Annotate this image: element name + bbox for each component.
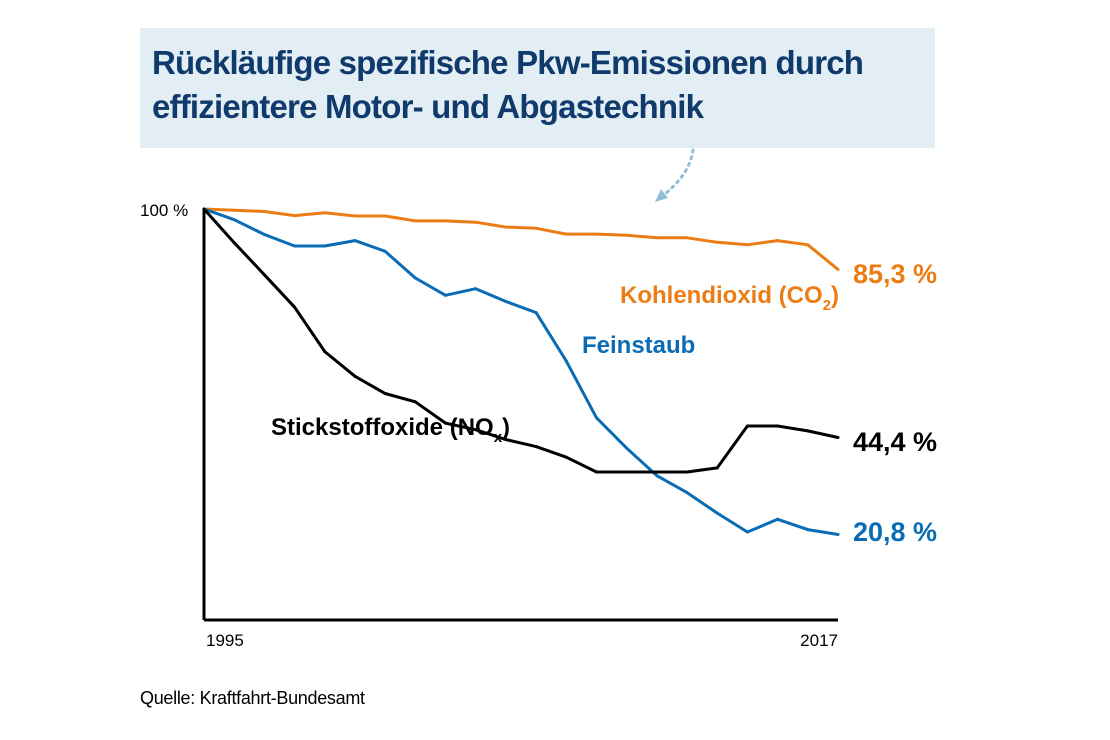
end-value-nox: 44,4 %	[853, 427, 937, 457]
data-point-nox-3	[293, 305, 297, 309]
data-point-co2-1	[232, 208, 236, 212]
data-point-pm-5	[353, 239, 357, 243]
data-point-pm-20	[806, 528, 810, 532]
data-point-pm-12	[564, 359, 568, 363]
data-point-nox-5	[353, 374, 357, 378]
data-point-nox-14	[625, 470, 629, 474]
data-point-pm-10	[504, 300, 508, 303]
data-point-co2-14	[625, 233, 629, 237]
data-point-nox-6	[383, 392, 387, 395]
data-point-nox-4	[323, 350, 327, 354]
data-point-co2-13	[595, 232, 598, 236]
data-point-co2-12	[564, 232, 568, 236]
data-point-co2-4	[323, 211, 327, 215]
data-point-pm-6	[383, 249, 387, 253]
data-point-nox-0	[202, 207, 206, 211]
data-point-co2-11	[534, 226, 538, 230]
data-point-co2-10	[504, 225, 508, 229]
data-point-pm-1	[232, 218, 236, 222]
data-point-co2-8	[444, 219, 447, 223]
x-tick-label-end: 2017	[800, 631, 838, 650]
chart-title-line-2: effizientere Motor- und Abgastechnik	[152, 88, 704, 125]
data-point-nox-12	[564, 455, 568, 459]
data-point-co2-19	[776, 239, 780, 243]
data-point-pm-16	[685, 491, 689, 495]
data-point-nox-19	[776, 424, 780, 428]
data-point-nox-20	[806, 429, 810, 433]
data-point-co2-20	[806, 243, 810, 247]
data-point-pm-4	[323, 244, 327, 248]
end-value-pm: 20,8 %	[853, 517, 937, 547]
data-point-pm-2	[262, 233, 266, 236]
data-point-nox-8	[444, 421, 447, 425]
data-point-pm-13	[595, 416, 598, 420]
end-value-co2: 85,3 %	[853, 259, 937, 289]
data-point-co2-2	[262, 210, 266, 213]
data-point-co2-18	[745, 243, 749, 247]
data-point-co2-9	[474, 220, 478, 224]
data-point-co2-7	[413, 219, 417, 223]
data-point-nox-15	[655, 470, 659, 474]
data-point-pm-14	[625, 446, 629, 450]
data-point-nox-21	[836, 436, 840, 439]
x-tick-label-start: 1995	[206, 631, 244, 650]
data-point-co2-6	[383, 214, 387, 218]
series-line-pm	[203, 207, 839, 536]
series-line-nox	[202, 207, 839, 474]
data-point-co2-5	[353, 214, 357, 218]
data-point-co2-16	[685, 236, 689, 240]
data-point-co2-15	[655, 236, 659, 240]
data-point-nox-17	[715, 466, 719, 470]
chart-title-line-1: Rückläufige spezifische Pkw-Emissionen d…	[152, 44, 864, 81]
data-point-pm-9	[474, 287, 478, 291]
title-pointer-arrowhead	[655, 189, 668, 202]
data-point-co2-3	[293, 214, 297, 218]
series-points	[202, 207, 840, 536]
series-label-co2: Kohlendioxid (CO2)	[620, 282, 839, 314]
data-point-pm-19	[776, 517, 780, 521]
title-box: Rückläufige spezifische Pkw-Emissionen d…	[140, 28, 935, 148]
data-point-pm-17	[715, 511, 719, 515]
source-note: Quelle: Kraftfahrt-Bundesamt	[140, 688, 365, 708]
series-label-pm: Feinstaub	[582, 332, 695, 359]
data-point-pm-11	[534, 311, 538, 315]
series-label-nox: Stickstoffoxide (NOx)	[271, 414, 510, 446]
data-point-nox-13	[595, 470, 598, 474]
y-tick-label-100: 100 %	[140, 201, 188, 220]
title-pointer-arrow	[658, 148, 695, 200]
data-point-nox-1	[232, 241, 236, 245]
data-point-nox-11	[534, 445, 538, 449]
data-point-pm-7	[413, 276, 417, 280]
data-point-nox-2	[262, 273, 266, 277]
data-point-co2-21	[836, 267, 840, 271]
data-point-nox-16	[685, 470, 689, 474]
data-point-pm-3	[293, 244, 297, 248]
data-point-pm-21	[836, 533, 840, 536]
data-point-pm-18	[745, 530, 749, 534]
series-line-co2	[203, 207, 839, 271]
data-point-pm-15	[655, 474, 659, 478]
data-point-nox-7	[413, 400, 417, 404]
data-point-nox-9	[474, 428, 478, 432]
data-point-co2-17	[715, 240, 719, 244]
data-point-nox-10	[504, 438, 508, 442]
data-point-pm-8	[444, 293, 447, 297]
data-point-nox-18	[745, 424, 749, 428]
